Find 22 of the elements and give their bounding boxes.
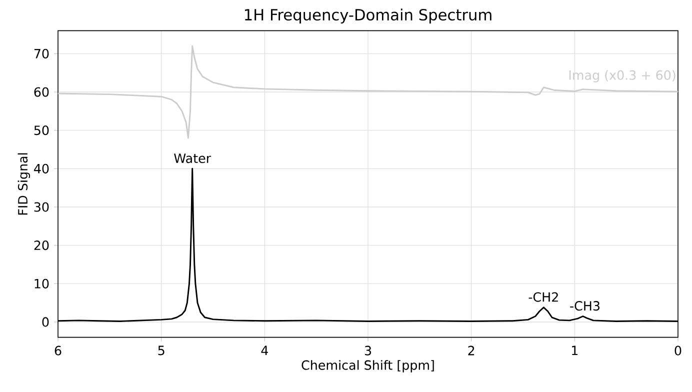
y-axis-title: FID Signal <box>18 153 30 215</box>
x-tick-label: 4 <box>261 346 268 356</box>
line-series <box>57 45 679 139</box>
y-tick-label: 40 <box>34 164 49 174</box>
x-tick-label: 6 <box>54 346 62 356</box>
x-tick-label: 2 <box>468 346 474 356</box>
chart-title: 1H Frequency-Domain Spectrum <box>245 8 492 24</box>
y-tick-label: 10 <box>34 278 49 288</box>
y-tick-label: 50 <box>34 126 49 136</box>
annotation: -CH2 <box>528 292 558 302</box>
annotation: Water <box>174 154 212 164</box>
y-tick-label: 30 <box>34 202 49 212</box>
y-tick-label: 70 <box>34 48 49 58</box>
annotation: -CH3 <box>570 301 600 311</box>
x-tick-label: 3 <box>364 346 372 356</box>
x-axis-title: Chemical Shift [ppm] <box>302 360 434 372</box>
x-tick-label: 1 <box>572 346 578 356</box>
y-tick-label: 20 <box>34 240 49 250</box>
x-tick-label: 0 <box>674 346 682 356</box>
x-tick-label: 5 <box>158 346 164 356</box>
y-tick-label: 60 <box>34 87 49 97</box>
y-tick-label: 0 <box>42 317 49 327</box>
